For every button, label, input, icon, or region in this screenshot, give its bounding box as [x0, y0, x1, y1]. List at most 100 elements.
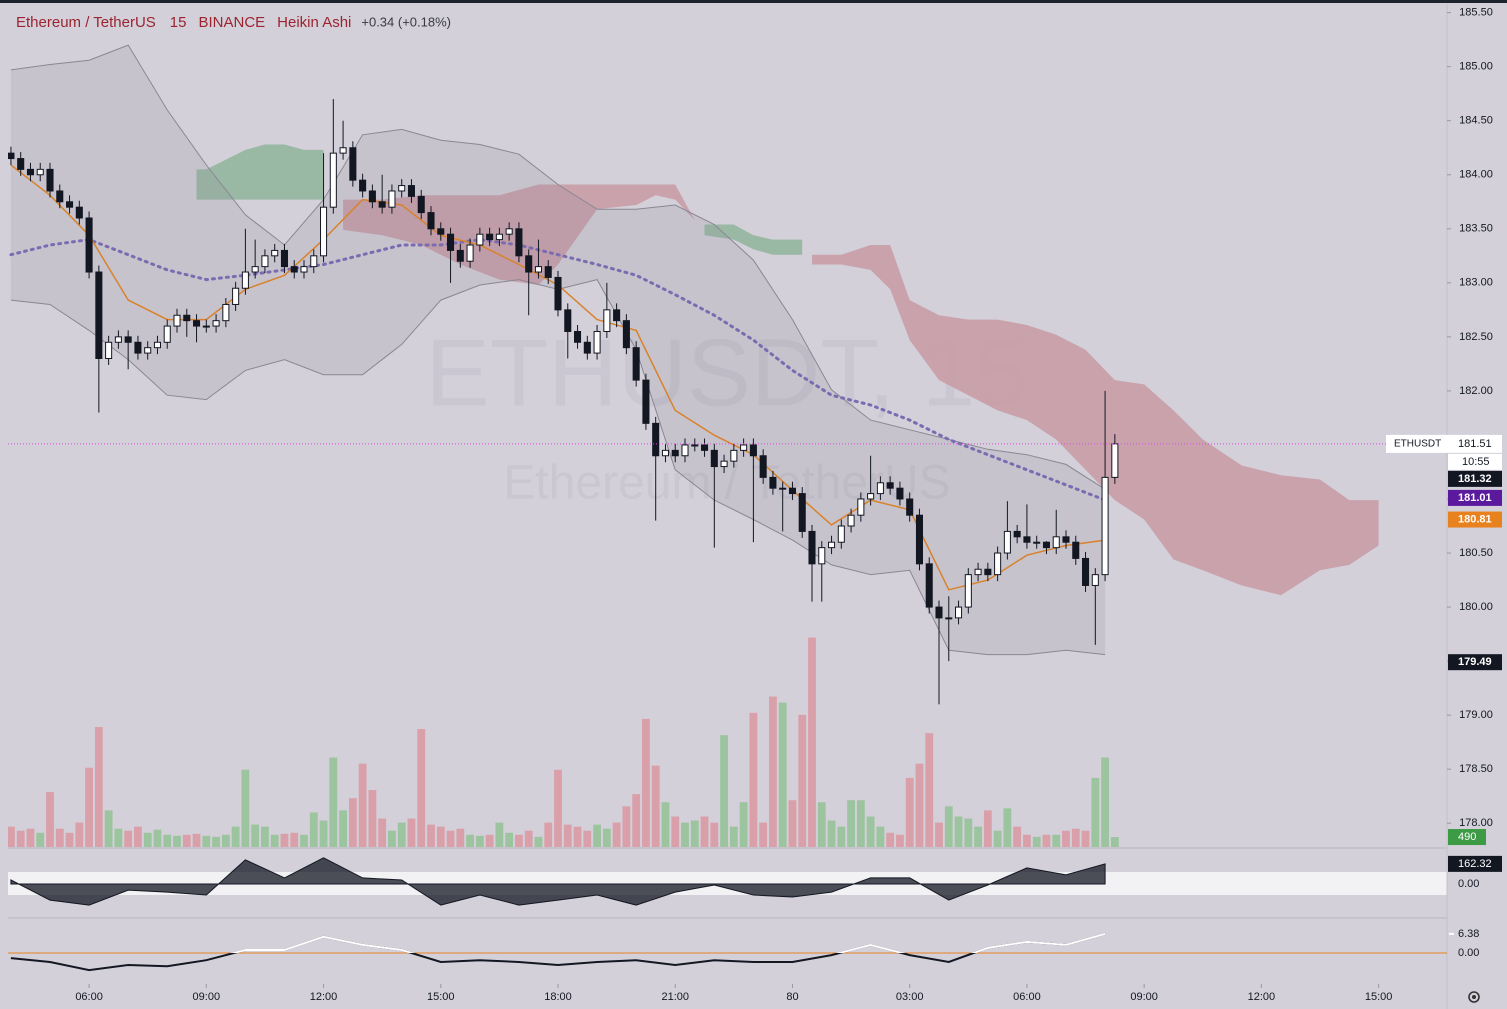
- candle-body: [241, 271, 249, 289]
- volume-bar: [104, 810, 113, 847]
- price-marker-label: 181.01: [1458, 492, 1492, 504]
- candle-body: [407, 185, 415, 197]
- symbol[interactable]: Ethereum / TetherUS: [16, 14, 156, 31]
- volume-bar: [417, 729, 426, 847]
- band-line: [10, 44, 1106, 490]
- volume-bar: [388, 830, 396, 847]
- volume-bar: [270, 834, 279, 847]
- candle-body: [847, 514, 855, 527]
- candle-body: [212, 320, 220, 327]
- volume-bar: [690, 820, 699, 847]
- candle-body: [915, 514, 923, 565]
- volume-bar: [221, 834, 230, 847]
- candle-body: [1042, 541, 1050, 549]
- candle-body: [759, 455, 767, 478]
- candle-body: [613, 309, 621, 322]
- candle-body: [681, 444, 689, 457]
- candle-body: [720, 460, 728, 468]
- candle-body: [349, 147, 357, 181]
- volume-bar: [1013, 826, 1022, 847]
- candle-body: [1023, 536, 1031, 543]
- y-tick-label: 184.00: [1459, 169, 1493, 181]
- candle-body: [1033, 541, 1041, 544]
- candle-body: [193, 320, 201, 327]
- volume-bar: [280, 833, 289, 847]
- volume-bar: [378, 818, 387, 847]
- volume-bar: [642, 718, 650, 847]
- volume-bar: [456, 828, 465, 847]
- x-tick-label: 06:00: [1013, 991, 1041, 1003]
- candle-body: [114, 336, 122, 343]
- candle-body: [515, 228, 523, 257]
- volume-bar: [876, 826, 885, 847]
- candle-body: [828, 541, 836, 549]
- x-tick-label: 15:00: [427, 991, 455, 1003]
- volume-bar: [26, 828, 35, 847]
- candle-body: [310, 255, 318, 268]
- volume-bar: [515, 834, 523, 847]
- candle-body: [740, 444, 748, 451]
- candle-body: [564, 309, 572, 332]
- volume-bar: [1042, 834, 1051, 847]
- x-tick-label: 06:00: [75, 991, 103, 1003]
- volume-bar: [300, 834, 308, 847]
- volume-bar: [632, 794, 641, 847]
- candle-body: [261, 255, 269, 268]
- volume-bar: [290, 832, 299, 847]
- volume-bar: [847, 800, 855, 847]
- volume-bar: [163, 834, 172, 847]
- volume-bar: [993, 830, 1002, 847]
- cloud: [196, 144, 324, 200]
- volume-bar: [759, 822, 768, 847]
- candle-body: [1082, 557, 1090, 586]
- candle-body: [1003, 530, 1011, 554]
- candle-body: [994, 552, 1002, 576]
- interval[interactable]: 15: [170, 14, 187, 31]
- candle-body: [632, 347, 640, 381]
- settings-icon[interactable]: [1468, 991, 1480, 1003]
- candle-body: [642, 379, 650, 424]
- candle-body: [222, 303, 230, 322]
- volume-bar: [534, 836, 543, 847]
- volume-bar: [16, 830, 25, 847]
- osc1-marker: [1448, 855, 1502, 872]
- volume-bar: [974, 826, 982, 847]
- candle-body: [398, 185, 406, 192]
- y-tick-label: 185.50: [1459, 7, 1493, 19]
- volume-bar: [65, 832, 74, 847]
- volume-bar: [681, 822, 689, 847]
- top-border: [0, 0, 1507, 3]
- candle-body: [232, 287, 240, 305]
- volume-bar: [964, 818, 973, 847]
- y-tick-label: 178.50: [1459, 763, 1493, 775]
- volume-bar: [593, 824, 601, 847]
- candle-body: [808, 530, 816, 565]
- candle-body: [769, 476, 777, 489]
- y-tick-label: 178.00: [1459, 817, 1493, 829]
- x-tick-label: 09:00: [193, 991, 221, 1003]
- candle-body: [202, 325, 210, 328]
- candle-body: [8, 152, 15, 160]
- volume-bar: [661, 802, 670, 847]
- header: Ethereum / TetherUS 15 BINANCE Heikin As…: [16, 14, 451, 31]
- volume-bar: [8, 826, 15, 847]
- candle-body: [955, 606, 963, 619]
- chart-style[interactable]: Heikin Ashi: [277, 14, 351, 31]
- candle-body: [173, 314, 181, 327]
- volume-bar: [602, 828, 611, 847]
- candle-body: [486, 233, 494, 241]
- candle-body: [701, 444, 709, 451]
- candle-body: [163, 325, 171, 343]
- y-tick-label: 183.00: [1459, 277, 1493, 289]
- volume-bar: [983, 810, 992, 847]
- candle-body: [95, 271, 103, 359]
- candle-body: [105, 341, 113, 359]
- volume-bar: [55, 828, 64, 847]
- candle-body: [290, 266, 298, 273]
- candle-body: [984, 568, 992, 576]
- candle-body: [495, 233, 503, 241]
- osc1-tick-label: 0.00: [1458, 878, 1479, 890]
- volume-bar: [944, 806, 953, 847]
- candle-body: [818, 547, 826, 565]
- candle-body: [466, 244, 474, 262]
